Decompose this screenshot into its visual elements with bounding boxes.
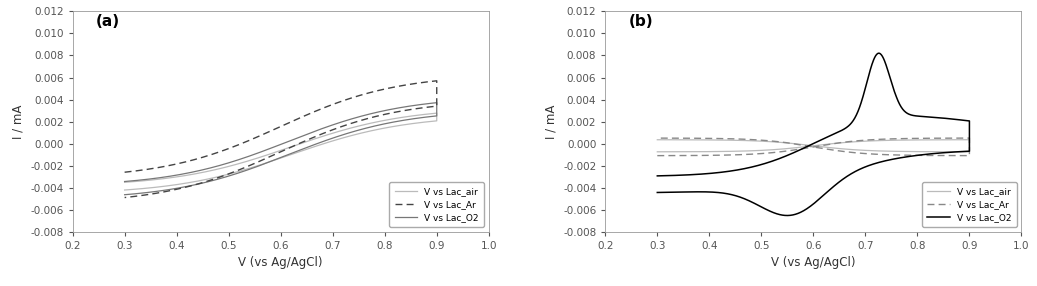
Legend: V vs Lac_air, V vs Lac_Ar, V vs Lac_O2: V vs Lac_air, V vs Lac_Ar, V vs Lac_O2 [389, 182, 484, 227]
X-axis label: V (vs Ag/AgCl): V (vs Ag/AgCl) [772, 256, 856, 269]
X-axis label: V (vs Ag/AgCl): V (vs Ag/AgCl) [239, 256, 323, 269]
Text: (a): (a) [96, 14, 120, 29]
Y-axis label: I / mA: I / mA [11, 104, 25, 139]
Text: (b): (b) [628, 14, 653, 29]
Y-axis label: I / mA: I / mA [544, 104, 558, 139]
Legend: V vs Lac_air, V vs Lac_Ar, V vs Lac_O2: V vs Lac_air, V vs Lac_Ar, V vs Lac_O2 [922, 182, 1017, 227]
